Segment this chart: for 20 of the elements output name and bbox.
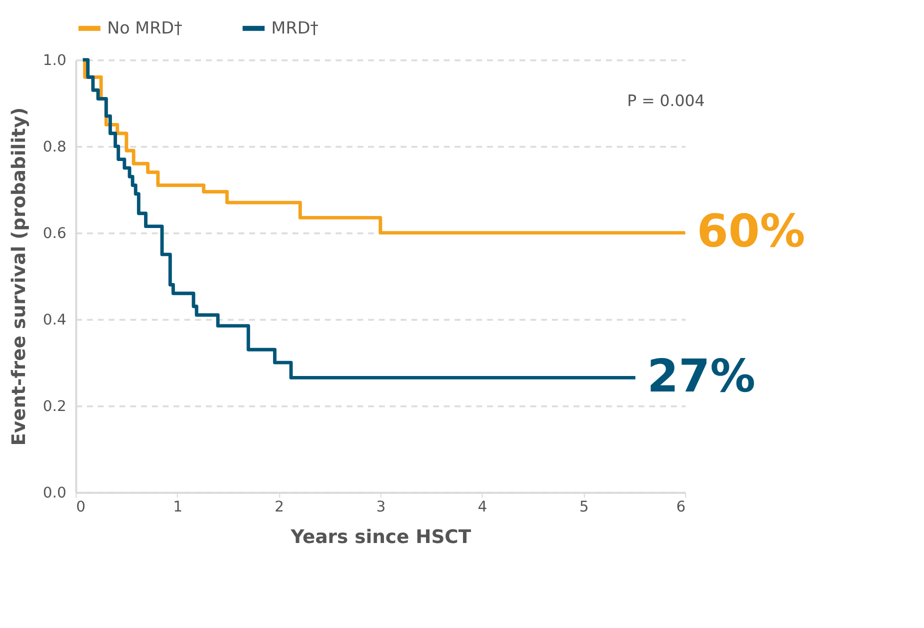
x-tick-label: 4 <box>478 498 488 516</box>
legend-label: No MRD† <box>107 17 182 38</box>
y-tick-label: 0.8 <box>42 138 66 156</box>
y-tick-label: 0.0 <box>42 484 66 502</box>
annotation: P = 0.004 <box>627 91 705 110</box>
x-tick-label: 6 <box>676 498 686 516</box>
legend-label: MRD† <box>271 17 319 38</box>
y-tick-label: 0.4 <box>42 312 66 329</box>
x-tick-label: 2 <box>274 498 284 516</box>
x-tick-label: 1 <box>173 498 182 516</box>
x-tick-label: 3 <box>376 498 386 516</box>
x-axis-title: Years since HSCT <box>290 526 472 548</box>
y-axis-title: Event-free survival (probability) <box>9 107 30 446</box>
annotation: 27% <box>647 349 756 402</box>
y-tick-label: 0.6 <box>42 225 66 242</box>
x-tick-label: 5 <box>579 498 589 516</box>
annotation: 60% <box>696 204 806 258</box>
x-tick-label: 0 <box>76 498 86 516</box>
y-tick-label: 0.2 <box>42 398 66 416</box>
y-tick-label: 1.0 <box>42 52 66 70</box>
